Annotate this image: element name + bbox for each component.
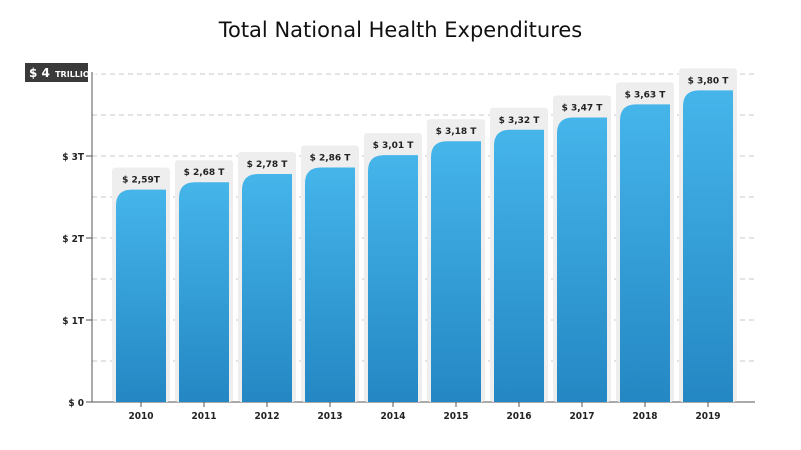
bar — [242, 174, 292, 402]
unit-label-prefix: $ — [29, 66, 37, 80]
unit-label: $ 4 TRILLIONS — [29, 66, 102, 80]
y-tick-label: $ 1T — [62, 316, 85, 327]
bar — [620, 104, 670, 402]
data-label: $ 3,63 T — [625, 90, 667, 100]
bar — [683, 90, 733, 403]
x-tick-label: 2010 — [128, 411, 153, 422]
data-label: $ 3,80 T — [688, 76, 730, 86]
x-tick-label: 2011 — [191, 411, 216, 422]
unit-label-box — [25, 63, 88, 82]
x-tick-label: 2017 — [569, 411, 594, 422]
data-label: $ 3,18 T — [436, 127, 478, 137]
bar — [431, 141, 481, 403]
y-tick-label: $ 2T — [62, 234, 85, 245]
bar — [116, 189, 166, 402]
data-label: $ 3,32 T — [499, 116, 541, 126]
data-label: $ 3,47 T — [562, 103, 604, 113]
chart-title: Total National Health Expenditures — [218, 18, 583, 42]
x-tick-label: 2018 — [632, 411, 657, 422]
data-label: $ 2,86 T — [310, 153, 352, 163]
x-tick-label: 2013 — [317, 411, 342, 422]
x-tick-label: 2019 — [695, 411, 720, 422]
y-tick-label: $ 3T — [62, 152, 85, 163]
unit-label-number: 4 — [42, 66, 50, 80]
data-label: $ 2,68 T — [184, 168, 226, 178]
bar — [557, 117, 607, 403]
bar — [179, 182, 229, 402]
x-tick-label: 2012 — [254, 411, 279, 422]
bar — [494, 129, 544, 402]
bar — [305, 167, 355, 402]
data-label: $ 2,78 T — [247, 160, 289, 170]
unit-label-suffix: TRILLIONS — [55, 70, 102, 79]
chart-text: $ 0 $ 1T $ 2T $ 3T $ 2,59T 2010 $ 2,68 T 2011 $ … — [62, 76, 729, 422]
x-tick-label: 2016 — [506, 411, 531, 422]
bars — [116, 90, 733, 403]
x-tick-label: 2015 — [443, 411, 468, 422]
bar — [368, 155, 418, 402]
data-label: $ 3,01 T — [373, 141, 415, 151]
y-tick-label: $ 0 — [68, 398, 84, 409]
x-tick-label: 2014 — [380, 411, 405, 422]
data-label: $ 2,59T — [122, 176, 161, 186]
